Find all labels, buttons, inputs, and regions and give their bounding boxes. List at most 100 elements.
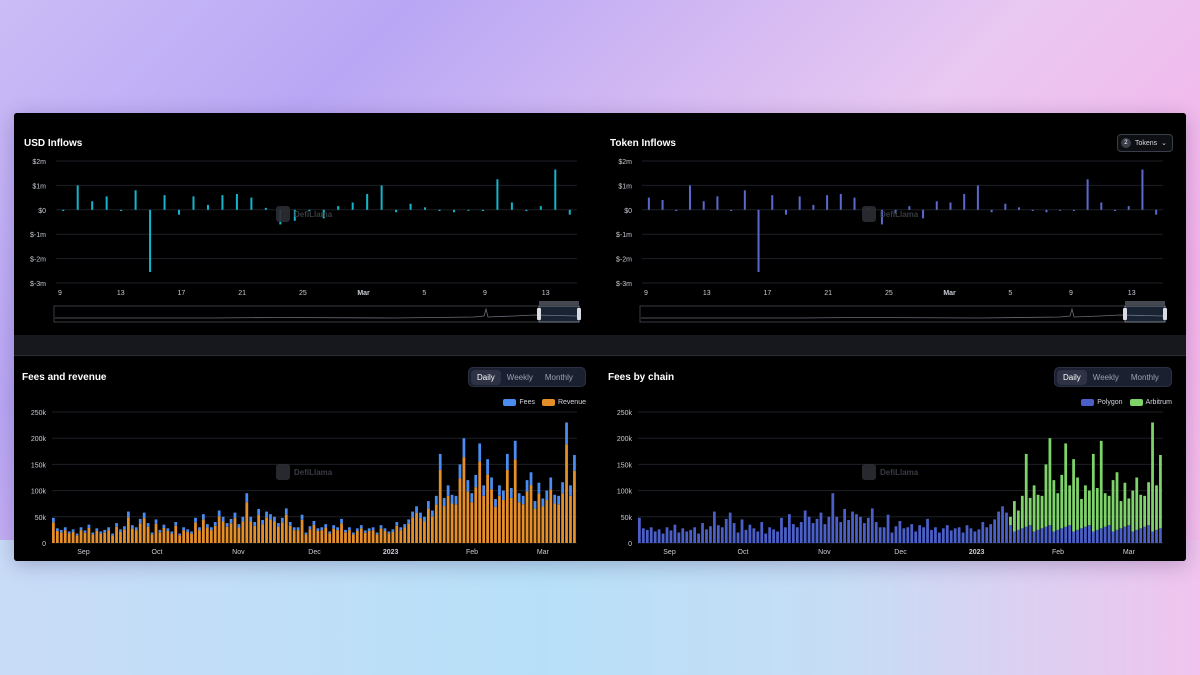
- zoom-slider-handle-bar: [539, 301, 579, 305]
- bar-fees: [99, 531, 103, 534]
- bar-revenue: [63, 530, 67, 543]
- x-tick-label: 13: [542, 290, 550, 297]
- bar-fees: [340, 518, 343, 524]
- bar-polygon: [709, 526, 712, 543]
- bar-fees: [470, 493, 474, 503]
- bar-polygon: [981, 522, 985, 543]
- bar: [424, 207, 427, 210]
- bar-polygon: [784, 527, 787, 543]
- bar-fees: [423, 516, 426, 522]
- panel-title: USD Inflows: [24, 138, 83, 149]
- bar-arbitrum: [1009, 516, 1012, 526]
- bar-fees: [399, 527, 403, 531]
- weekly-button[interactable]: Weekly: [506, 372, 533, 382]
- fees-revenue-panel: Fees and revenue Daily Weekly Monthly Fe…: [14, 355, 600, 561]
- y-tick-label: $-3m: [30, 281, 46, 288]
- y-tick-label: 250k: [617, 410, 633, 417]
- bar-arbitrum: [1143, 495, 1147, 527]
- bar: [730, 209, 733, 212]
- bar: [661, 200, 664, 210]
- bar-revenue: [229, 523, 233, 543]
- bar-polygon: [945, 525, 949, 543]
- bar-revenue: [115, 526, 118, 543]
- bar-arbitrum: [1155, 485, 1158, 530]
- watermark: DefiLlama: [862, 464, 918, 480]
- legend-item-polygon[interactable]: Polygon: [1081, 399, 1123, 406]
- bar-polygon: [705, 529, 708, 543]
- legend-item-arbitrum[interactable]: Arbitrum: [1129, 399, 1172, 406]
- legend-item-revenue[interactable]: Revenue: [541, 399, 586, 406]
- x-tick-label: 21: [238, 290, 246, 297]
- bar-fees: [296, 527, 300, 531]
- zoom-slider-handle-bar: [1125, 301, 1165, 305]
- bar-arbitrum: [1064, 443, 1068, 527]
- bar-fees: [292, 527, 296, 531]
- x-tick-label: Dec: [894, 549, 907, 556]
- bar-polygon: [1001, 506, 1004, 543]
- bar-polygon: [740, 519, 744, 543]
- daily-button[interactable]: Daily: [471, 369, 501, 385]
- bar: [647, 197, 650, 210]
- llama-logo-icon: [862, 464, 876, 480]
- token-inflows-chart[interactable]: $2m $1m $0 $-1m $-2m $-3m 9 13 17 21 25 Mar 5 9 13: [600, 113, 1186, 335]
- bar-revenue: [419, 518, 422, 543]
- bar-revenue: [442, 506, 446, 543]
- bar: [438, 209, 441, 212]
- usd-inflows-chart[interactable]: $2m $1m $0 $-1m $-2m $-3m 9 13 17 21 25 Mar 5 9 13: [14, 113, 600, 335]
- bar: [935, 201, 938, 210]
- bar-fees: [383, 528, 387, 531]
- y-tick-label: $1m: [32, 183, 46, 190]
- bar: [525, 209, 528, 212]
- bar-arbitrum: [1028, 497, 1032, 526]
- monthly-button[interactable]: Monthly: [544, 372, 573, 382]
- fees-by-chain-chart[interactable]: 250k 200k 150k 100k 50k 0 Sep Oct Nov Dec 2023 Feb M…: [600, 356, 1186, 561]
- bar-fees: [170, 531, 174, 534]
- bar-fees: [316, 528, 320, 531]
- bar-revenue: [123, 529, 126, 543]
- bar-revenue: [498, 495, 501, 543]
- bar-fees: [312, 520, 316, 525]
- bar-revenue: [509, 497, 513, 543]
- bar: [963, 193, 966, 210]
- bar: [351, 202, 354, 210]
- bar-polygon: [906, 527, 910, 543]
- y-tick-label: 50k: [35, 515, 47, 522]
- bar-polygon: [855, 514, 858, 543]
- legend-item-fees[interactable]: Fees: [503, 399, 535, 406]
- bar-revenue: [470, 502, 474, 543]
- tokens-dropdown[interactable]: 2 Tokens ⌄: [1116, 134, 1173, 152]
- bar-arbitrum: [1060, 474, 1064, 529]
- bar-fees: [529, 472, 533, 485]
- bar-fees: [217, 510, 221, 517]
- bar-polygon: [1139, 528, 1143, 543]
- bar: [264, 207, 267, 210]
- bar-revenue: [312, 524, 316, 543]
- bar-revenue: [292, 530, 296, 543]
- bar-polygon: [938, 532, 941, 543]
- daily-button[interactable]: Daily: [1057, 369, 1087, 385]
- bar-arbitrum: [1091, 453, 1095, 532]
- bar-revenue: [474, 487, 478, 543]
- zoom-slider-handle-right: [577, 308, 581, 320]
- bar-fees: [174, 522, 178, 526]
- bar-arbitrum: [1095, 487, 1099, 530]
- bar-fees: [363, 530, 367, 533]
- bar-polygon: [831, 493, 835, 543]
- bar-fees: [371, 527, 375, 531]
- bar-fees: [87, 524, 91, 528]
- background-lower: [0, 540, 1200, 675]
- bar-revenue: [95, 530, 99, 543]
- bar-polygon: [1107, 525, 1111, 543]
- bar-fees: [273, 516, 276, 522]
- monthly-button[interactable]: Monthly: [1130, 372, 1159, 382]
- bar: [908, 206, 911, 210]
- bar: [1141, 169, 1144, 210]
- x-tick-label: 17: [764, 290, 772, 297]
- fees-revenue-chart[interactable]: 250k 200k 150k 100k 50k 0 Sep Oct Nov Dec 2023 Feb M…: [14, 356, 600, 561]
- weekly-button[interactable]: Weekly: [1092, 372, 1119, 382]
- bar-fees: [375, 532, 379, 535]
- x-tick-label: 9: [58, 290, 62, 297]
- bar-fees: [79, 527, 83, 531]
- bar-polygon: [815, 518, 819, 543]
- bar-polygon: [791, 524, 795, 543]
